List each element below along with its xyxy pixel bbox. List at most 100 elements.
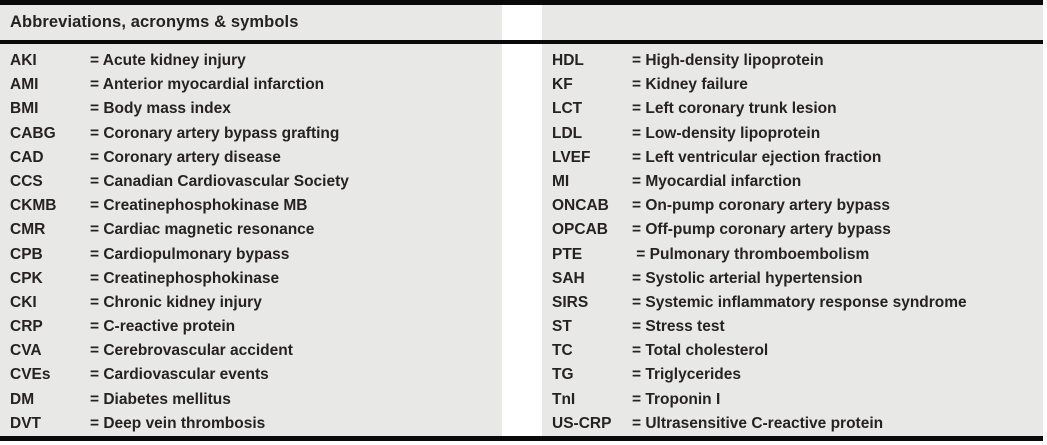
abbrev-row: CCS = Canadian Cardiovascular Society	[0, 170, 502, 194]
abbrev-definition: = Canadian Cardiovascular Society	[90, 172, 349, 190]
abbrev-definition: = Cerebrovascular accident	[90, 342, 293, 360]
abbrev-definition: = High-density lipoprotein	[632, 52, 824, 69]
abbrev-row: AKI = Acute kidney injury	[0, 49, 502, 73]
abbrev-term: LCT	[552, 100, 583, 118]
abbrev-definition: = Triglycerides	[632, 366, 741, 384]
abbrev-row: SIRS = Systemic inflammatory response syn…	[542, 291, 1043, 315]
abbrev-row: CPK = Creatinephosphokinase	[0, 267, 502, 291]
header-title-panel: Abbreviations, acronyms & symbols	[0, 5, 502, 40]
abbrev-row: BMI = Body mass index	[0, 97, 502, 121]
abbrev-term: CVA	[10, 342, 42, 360]
abbrev-term: CPB	[10, 245, 43, 263]
abbrev-row: HDL = High-density lipoprotein	[542, 49, 1043, 73]
abbrev-row: CRP = C-reactive protein	[0, 315, 502, 339]
abbrev-term: LVEF	[552, 148, 591, 166]
abbrev-row: PTE = Pulmonary thromboembolism	[542, 243, 1043, 267]
abbrev-definition: = C-reactive protein	[90, 318, 236, 336]
abbrev-term: CABG	[10, 124, 56, 142]
abbrev-definition: = Off-pump coronary artery bypass	[632, 221, 891, 239]
abbrev-term: LDL	[552, 124, 583, 142]
abbrev-row: CKMB = Creatinephosphokinase MB	[0, 194, 502, 218]
column-gutter	[502, 5, 542, 40]
abbrev-definition: = Diabetes mellitus	[90, 390, 231, 408]
bottom-rule	[0, 436, 1043, 441]
abbrev-column-right: HDL = High-density lipoprotein KF = Kidney …	[542, 44, 1043, 436]
abbrev-term: ONCAB	[552, 197, 609, 215]
column-gutter	[502, 44, 542, 436]
abbrev-row: DM = Diabetes mellitus	[0, 388, 502, 412]
abbrev-row: CAD = Coronary artery disease	[0, 146, 502, 170]
abbrev-definition: = Systemic inflammatory response syndrom…	[632, 293, 967, 311]
abbrev-term: PTE	[552, 245, 583, 263]
abbrev-term: BMI	[10, 100, 39, 118]
abbrev-term: OPCAB	[552, 221, 608, 239]
abbrev-term: CRP	[10, 318, 43, 336]
abbrev-definition: = Creatinephosphokinase MB	[90, 197, 308, 215]
abbrev-term: TG	[552, 366, 574, 384]
abbrev-term: CPK	[10, 269, 43, 287]
abbrev-definition: = Cardiovascular events	[90, 366, 269, 384]
abbrev-term: TC	[552, 342, 573, 360]
abbrev-term: CMR	[10, 221, 46, 239]
abbrev-row: LVEF = Left ventricular ejection fraction	[542, 146, 1043, 170]
abbrev-definition: = Left ventricular ejection fraction	[632, 148, 882, 166]
abbrev-term: ST	[552, 318, 572, 336]
abbrev-definition: = Creatinephosphokinase	[90, 269, 280, 287]
abbrev-term: CKMB	[10, 197, 57, 215]
abbrev-definition: = Coronary artery disease	[90, 148, 281, 166]
table-header-row: Abbreviations, acronyms & symbols	[0, 5, 1043, 40]
abbrev-row: CKI = Chronic kidney injury	[0, 291, 502, 315]
abbrev-definition: = On-pump coronary artery bypass	[632, 197, 890, 215]
abbrev-row: CVA = Cerebrovascular accident	[0, 339, 502, 363]
abbrev-term: CVEs	[10, 366, 51, 384]
top-rule	[0, 0, 1043, 5]
abbrev-row: DVT = Deep vein thrombosis	[0, 412, 502, 436]
abbrev-definition: = Troponin I	[632, 390, 721, 408]
abbrev-term: SIRS	[552, 293, 589, 311]
abbrev-definition: = Chronic kidney injury	[90, 293, 262, 311]
abbrev-definition: = Ultrasensitive C-reactive protein	[632, 414, 884, 432]
abbrev-row: CABG = Coronary artery bypass grafting	[0, 122, 502, 146]
abbrev-column-left: AKI = Acute kidney injury AMI = Anterior my…	[0, 44, 502, 436]
abbrev-term: MI	[552, 172, 570, 190]
abbrev-row: SAH = Systolic arterial hypertension	[542, 267, 1043, 291]
abbrev-definition: = Body mass index	[90, 100, 231, 118]
abbrev-row: ONCAB = On-pump coronary artery bypass	[542, 194, 1043, 218]
abbrev-definition: = Stress test	[632, 318, 725, 336]
abbrev-term: US-CRP	[552, 414, 612, 432]
abbrev-row: OPCAB = Off-pump coronary artery bypass	[542, 218, 1043, 242]
abbrev-row: LCT = Left coronary trunk lesion	[542, 97, 1043, 121]
abbrev-definition: = Kidney failure	[632, 76, 748, 94]
abbrev-definition: = Coronary artery bypass grafting	[90, 124, 340, 142]
header-spacer-panel	[542, 5, 1043, 40]
abbrev-term: AKI	[10, 52, 37, 69]
abbrev-definition: = Pulmonary thromboembolism	[632, 245, 870, 263]
abbrev-row: TC = Total cholesterol	[542, 339, 1043, 363]
abbrev-row: LDL = Low-density lipoprotein	[542, 122, 1043, 146]
abbrev-term: CCS	[10, 172, 43, 190]
abbrev-term: HDL	[552, 52, 584, 69]
abbrev-definition: = Acute kidney injury	[90, 52, 246, 69]
abbrev-definition: = Low-density lipoprotein	[632, 124, 821, 142]
abbrev-row: CMR = Cardiac magnetic resonance	[0, 218, 502, 242]
abbrev-term: SAH	[552, 269, 585, 287]
abbrev-row: ST = Stress test	[542, 315, 1043, 339]
abbrev-definition: = Total cholesterol	[632, 342, 769, 360]
abbrev-row: TG = Triglycerides	[542, 363, 1043, 387]
abbrev-term: CKI	[10, 293, 37, 311]
abbrev-row: TnI = Troponin I	[542, 388, 1043, 412]
abbrev-row: AMI = Anterior myocardial infarction	[0, 73, 502, 97]
abbrev-term: AMI	[10, 76, 39, 94]
abbrev-row: KF = Kidney failure	[542, 73, 1043, 97]
abbrev-definition: = Anterior myocardial infarction	[90, 76, 325, 94]
abbrev-term: DM	[10, 390, 35, 408]
abbrev-row: CPB = Cardiopulmonary bypass	[0, 243, 502, 267]
table-body: AKI = Acute kidney injury AMI = Anterior my…	[0, 44, 1043, 436]
table-title: Abbreviations, acronyms & symbols	[10, 13, 299, 31]
abbrev-row: MI = Myocardial infarction	[542, 170, 1043, 194]
abbrev-definition: = Cardiac magnetic resonance	[90, 221, 315, 239]
abbrev-definition: = Myocardial infarction	[632, 172, 802, 190]
abbrev-term: KF	[552, 76, 573, 94]
